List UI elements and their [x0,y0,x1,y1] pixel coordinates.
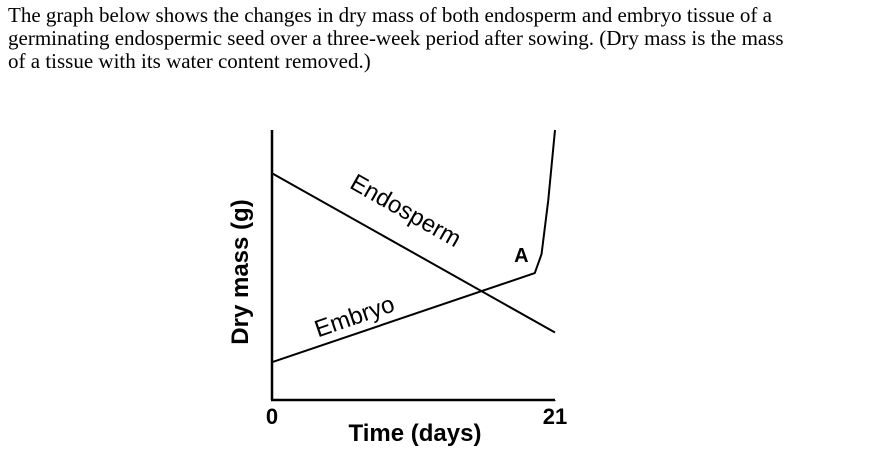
text-line: The graph below shows the changes in dry… [8,3,772,27]
text-line: of a tissue with its water content remov… [8,49,371,73]
line-series [271,129,556,364]
series-label: Embryo [311,291,398,343]
x-tick-label: 21 [543,404,567,429]
series-label: Endosperm [346,169,466,253]
annotation: A [514,245,528,267]
intro-text: The graph below shows the changes in dry… [8,4,784,73]
x-axis-title: Time (days) [349,420,482,447]
y-axis-title: Dry mass (g) [227,199,254,344]
line-series [271,172,556,334]
x-tick-label: 0 [266,404,278,429]
text-line: germinating endospermic seed over a thre… [8,26,784,50]
